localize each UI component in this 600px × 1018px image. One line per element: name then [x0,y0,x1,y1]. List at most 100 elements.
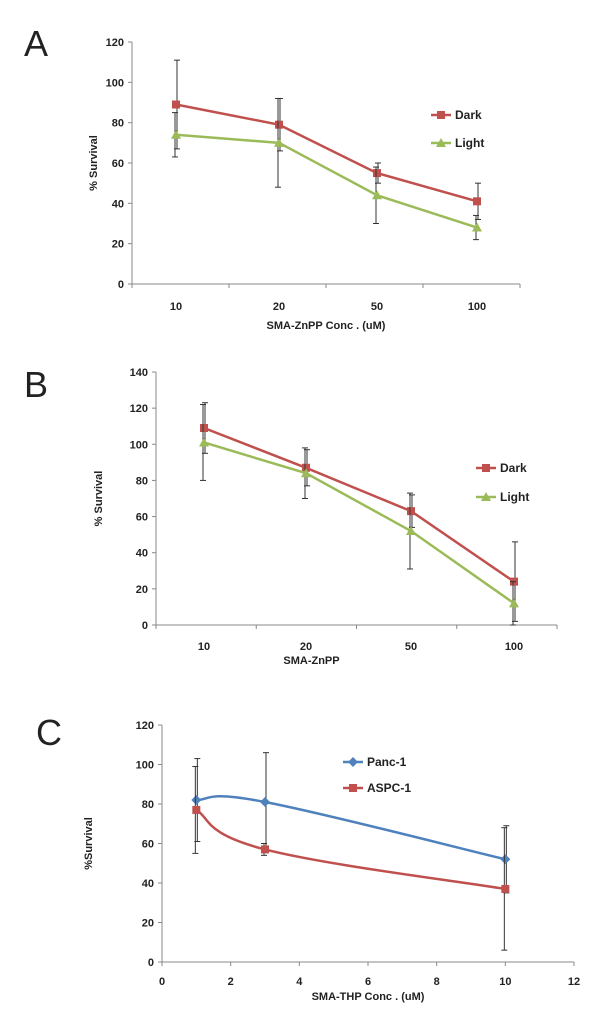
panel-letter-c: C [36,712,62,753]
series-line [175,133,478,229]
x-tick-label: 4 [296,976,303,988]
legend-marker [482,464,490,472]
data-point [199,437,209,447]
x-tick-label: 50 [371,301,383,313]
series-dark [172,59,481,220]
legend-label: Light [455,136,484,150]
x-tick-label: 100 [505,641,523,653]
chart-b: 0 20 40 60 80 100 120 140 10 20 50 100 SMA-ZnPP % Sur… [93,367,558,667]
panel-letter-a: A [24,23,48,64]
panel-c: C 0 20 40 60 80 100 120 0 2 4 6 8 10 12 SMA-THP Conc .… [36,712,580,1003]
legend-entry-light: Light [476,490,529,504]
y-tick-label: 0 [118,279,124,291]
data-point [200,424,208,433]
x-tick-label: 10 [170,301,182,313]
y-axis-label: % Survival [88,135,100,191]
y-tick-label: 100 [136,760,154,772]
series-panc-1 [191,752,511,894]
y-tick-label: 60 [112,158,124,170]
legend-entry-dark: Dark [431,108,482,122]
data-point [260,797,270,808]
data-point [501,884,510,893]
y-tick-label: 120 [136,720,154,732]
y-tick-label: 80 [112,118,124,130]
data-point [275,120,283,129]
y-tick-label: 0 [148,957,154,969]
data-point [406,526,416,536]
x-tick-label: 20 [273,301,285,313]
data-point [191,795,202,806]
x-axis-label: SMA-ZnPP Conc . (uM) [267,320,386,332]
data-point [302,463,310,472]
x-tick-label: 12 [568,976,580,988]
y-tick-label: 100 [106,77,124,89]
data-point [301,468,311,478]
legend-marker [436,138,446,147]
series-light [199,404,519,626]
x-tick-label: 100 [468,301,486,313]
series-line [203,426,515,583]
y-tick-label: 40 [112,198,124,210]
legend-entry-aspc-1: ASPC-1 [343,781,411,795]
legend-marker [349,784,357,792]
y-tick-label: 120 [106,37,124,49]
data-point [192,805,201,814]
y-tick-label: 40 [136,548,148,560]
y-tick-label: 0 [142,620,148,632]
y-tick-label: 80 [142,799,154,811]
legend-marker [437,111,445,119]
y-tick-label: 40 [142,878,154,890]
data-point [171,129,181,139]
data-point [373,169,381,178]
x-axis-label: SMA-ZnPP [283,655,339,667]
y-tick-label: 60 [136,512,148,524]
x-tick-label: 2 [228,976,234,988]
data-point [472,222,482,232]
series-line [196,795,506,861]
legend-entry-light: Light [431,136,484,150]
legend-label: Dark [455,108,482,122]
y-axis-label: %Survival [83,817,95,870]
legend-entry-dark: Dark [476,461,527,475]
data-point [372,190,382,200]
series-dark [200,402,518,622]
legend-marker [481,492,491,501]
legend-entry-panc-1: Panc-1 [343,755,407,769]
series-aspc-1 [192,765,510,951]
y-tick-label: 20 [142,918,154,930]
series-line [195,808,506,891]
data-point [261,845,269,854]
y-tick-label: 120 [130,403,148,415]
x-tick-label: 0 [159,976,165,988]
y-tick-label: 100 [130,439,148,451]
data-point [473,197,481,206]
data-point [509,598,519,608]
x-tick-label: 50 [405,641,417,653]
y-tick-label: 60 [142,839,154,851]
x-tick-label: 6 [365,976,371,988]
y-tick-label: 20 [112,239,124,251]
legend-label: Light [500,490,529,504]
legend-label: Panc-1 [367,755,407,769]
series-light [171,97,482,241]
data-point [172,100,180,109]
panel-letter-b: B [24,364,48,405]
x-tick-label: 10 [198,641,210,653]
data-point [407,507,415,516]
legend-label: ASPC-1 [367,781,411,795]
chart-c: 0 20 40 60 80 100 120 0 2 4 6 8 10 12 SMA-THP Conc . (… [83,720,580,1003]
y-axis-label: % Survival [93,471,105,527]
series-line [203,441,515,605]
x-tick-label: 20 [300,641,312,653]
data-point [500,854,511,865]
x-axis-label: SMA-THP Conc . (uM) [312,991,425,1003]
y-tick-label: 20 [136,584,148,596]
series-line [175,103,478,203]
y-tick-label: 80 [136,475,148,487]
x-tick-label: 8 [434,976,440,988]
legend-marker [348,757,358,767]
chart-a: 0 20 40 60 80 100 120 10 20 50 100 SMA-ZnPP Conc . … [88,37,521,332]
panel-a: A 0 20 40 60 80 100 120 10 20 50 100 SMA-ZnPP Conc … [24,23,521,332]
data-point [274,137,284,147]
